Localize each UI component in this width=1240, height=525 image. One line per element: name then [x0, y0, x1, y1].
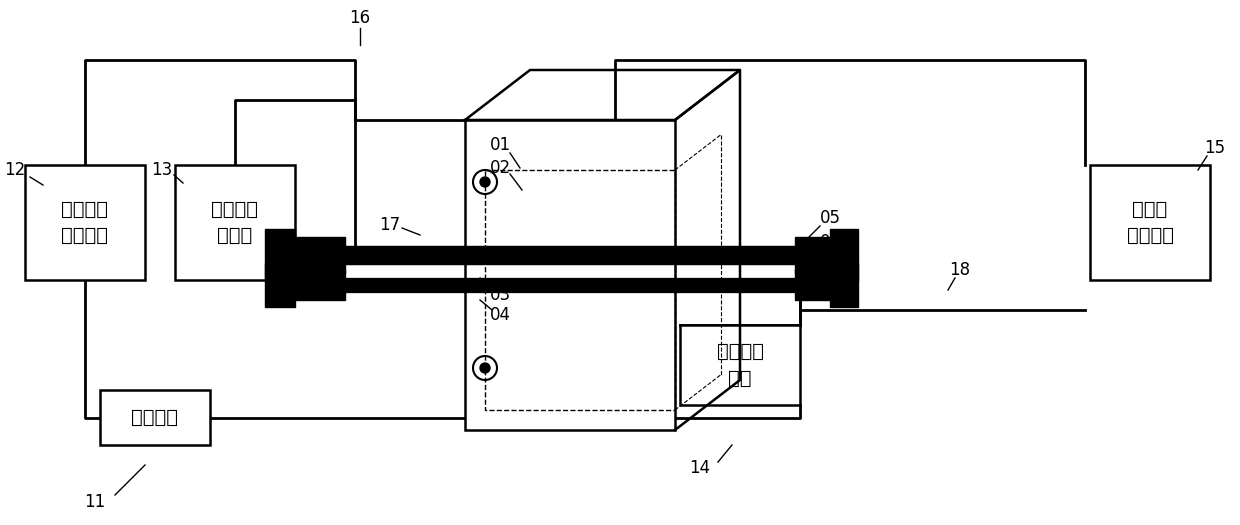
Bar	[100, 390, 210, 445]
Bar	[485, 170, 675, 410]
Bar	[465, 120, 675, 430]
Bar	[175, 165, 295, 280]
Text: 上位机
处理模块: 上位机 处理模块	[1126, 200, 1173, 245]
Text: 12: 12	[5, 161, 26, 179]
Text: 冲击电流
发生模块: 冲击电流 发生模块	[62, 200, 109, 245]
Text: 13: 13	[151, 161, 172, 179]
Bar	[680, 325, 800, 405]
Text: 02: 02	[490, 159, 511, 177]
Bar	[285, 270, 345, 300]
Text: 03: 03	[490, 286, 511, 304]
Bar	[830, 229, 858, 281]
Circle shape	[480, 363, 490, 373]
Text: 电流采集
模块: 电流采集 模块	[717, 342, 764, 388]
Bar	[25, 165, 145, 280]
Text: 11: 11	[84, 493, 105, 511]
Circle shape	[480, 177, 490, 187]
Bar	[285, 237, 345, 273]
Text: 05: 05	[820, 209, 841, 227]
Text: 高压分压
器模块: 高压分压 器模块	[212, 200, 258, 245]
Text: 06: 06	[820, 233, 841, 251]
Bar	[1090, 165, 1210, 280]
Bar	[265, 229, 295, 281]
Text: 04: 04	[490, 306, 511, 324]
Bar	[795, 237, 835, 273]
Text: 16: 16	[350, 9, 371, 27]
Text: 18: 18	[950, 261, 971, 279]
Text: 15: 15	[1204, 139, 1225, 157]
Bar	[830, 263, 858, 307]
Bar	[795, 270, 835, 300]
Text: 01: 01	[490, 136, 511, 154]
Bar	[265, 263, 295, 307]
Text: 17: 17	[379, 216, 401, 234]
Text: 接地模块: 接地模块	[131, 408, 179, 427]
Text: 14: 14	[689, 459, 711, 477]
